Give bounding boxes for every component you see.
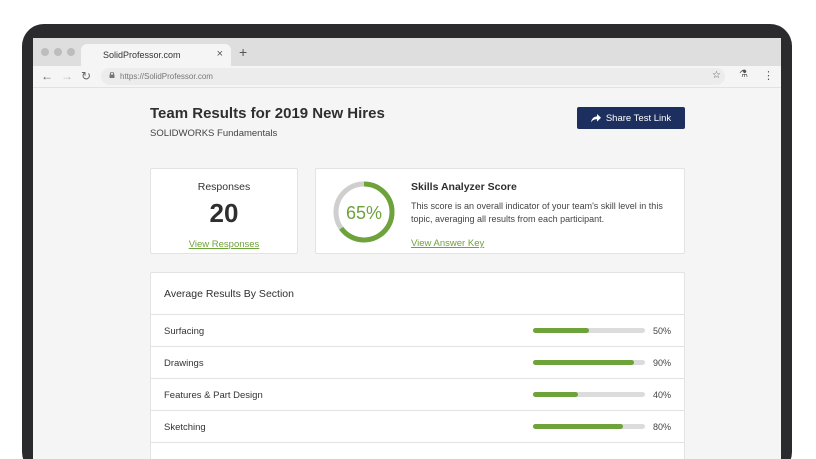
- section-name: Drawings: [164, 358, 204, 369]
- skills-score-card: 65% Skills Analyzer Score This score is …: [315, 168, 685, 254]
- section-percent: 50%: [653, 326, 672, 336]
- tab-bar: SolidProfessor.com × +: [33, 38, 781, 66]
- section-row: Surfacing 50%: [151, 315, 684, 347]
- responses-card: Responses 20 View Responses: [150, 168, 298, 254]
- section-name: Features & Part Design: [164, 390, 263, 401]
- section-name: Sketching: [164, 422, 206, 433]
- section-progress-bar: [533, 424, 645, 429]
- donut-progress-arc: [333, 181, 395, 243]
- share-arrow-icon: [590, 113, 601, 122]
- score-description: This score is an overall indicator of yo…: [411, 201, 663, 224]
- reload-icon[interactable]: ↻: [81, 69, 92, 83]
- tab-title: SolidProfessor.com: [103, 50, 181, 60]
- section-row: Sketching 80%: [151, 411, 684, 443]
- section-progress-fill: [533, 360, 634, 365]
- view-responses-link[interactable]: View Responses: [188, 239, 260, 250]
- browser-tab[interactable]: SolidProfessor.com ×: [81, 44, 231, 66]
- section-row: Features & Part Design 40%: [151, 379, 684, 411]
- share-button-label: Share Test Link: [605, 112, 672, 124]
- new-tab-icon[interactable]: +: [239, 44, 248, 60]
- tab-close-icon[interactable]: ×: [216, 48, 223, 60]
- section-results-card: Average Results By Section Surfacing 50%…: [150, 272, 685, 459]
- section-percent: 40%: [653, 390, 672, 400]
- score-donut-chart: 65%: [333, 181, 395, 243]
- share-test-link-button[interactable]: Share Test Link: [577, 107, 685, 129]
- section-progress-fill: [533, 392, 578, 397]
- section-progress-bar: [533, 360, 645, 365]
- section-results-header: Average Results By Section: [151, 273, 684, 315]
- view-answer-key-link[interactable]: View Answer Key: [411, 238, 485, 249]
- score-title: Skills Analyzer Score: [411, 181, 517, 193]
- section-progress-fill: [533, 424, 623, 429]
- browser-window: SolidProfessor.com × + ← → ↻ https://Sol…: [33, 38, 781, 459]
- section-name: Surfacing: [164, 326, 205, 337]
- page-content: Team Results for 2019 New Hires SOLIDWOR…: [33, 89, 781, 459]
- back-arrow-icon[interactable]: ←: [41, 69, 53, 83]
- address-bar[interactable]: https://SolidProfessor.com ☆: [101, 68, 725, 85]
- browser-toolbar: ← → ↻ https://SolidProfessor.com ☆ ⚗ ⋮: [33, 66, 781, 88]
- section-progress-fill: [533, 328, 589, 333]
- url-text: https://SolidProfessor.com: [120, 72, 213, 81]
- section-percent: 90%: [653, 358, 672, 368]
- browser-menu-icon[interactable]: ⋮: [763, 70, 774, 82]
- section-percent: 80%: [653, 422, 672, 432]
- score-value: 65%: [346, 203, 382, 223]
- window-minimize-dot[interactable]: [54, 48, 62, 56]
- forward-arrow-icon[interactable]: →: [61, 69, 73, 83]
- window-close-dot[interactable]: [41, 48, 49, 56]
- responses-count: 20: [209, 198, 239, 228]
- window-maximize-dot[interactable]: [67, 48, 75, 56]
- section-progress-bar: [533, 328, 645, 333]
- extension-icon[interactable]: ⚗: [739, 69, 748, 80]
- lock-icon: [109, 72, 115, 78]
- bookmark-star-icon[interactable]: ☆: [712, 70, 721, 81]
- responses-label: Responses: [197, 181, 251, 193]
- section-row: Drawings 90%: [151, 347, 684, 379]
- page-title: Team Results for 2019 New Hires: [150, 105, 385, 122]
- section-progress-bar: [533, 392, 645, 397]
- section-results-title: Average Results By Section: [164, 288, 294, 300]
- page-subtitle: SOLIDWORKS Fundamentals: [150, 128, 278, 139]
